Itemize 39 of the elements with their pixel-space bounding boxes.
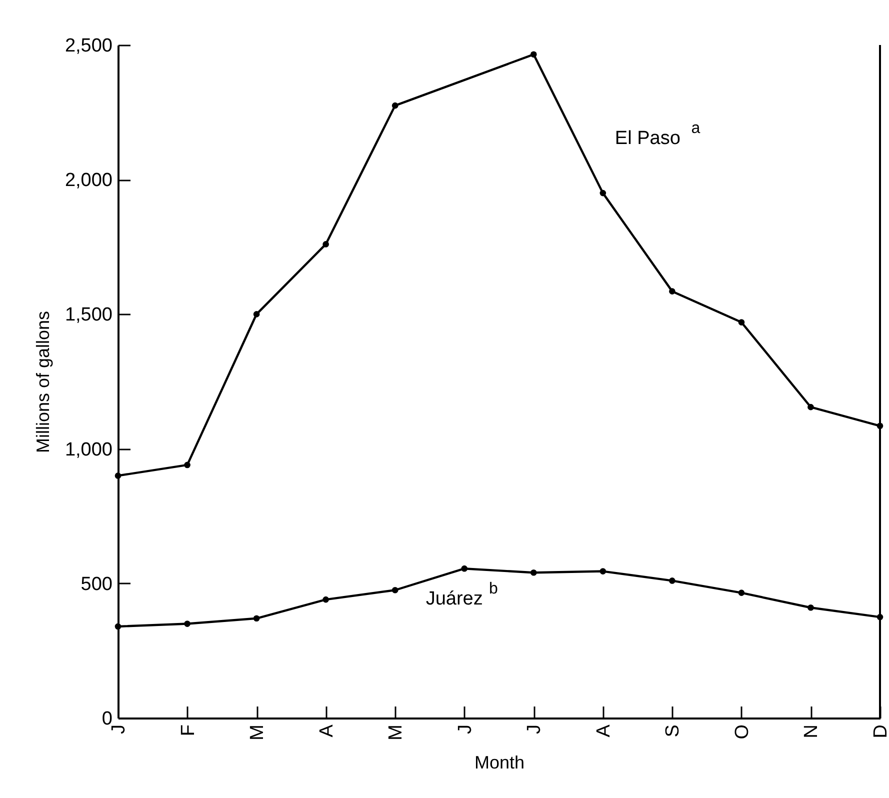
point <box>253 615 260 622</box>
point <box>392 586 398 594</box>
point <box>322 596 329 603</box>
point <box>669 578 676 584</box>
x-tick-label: M <box>247 724 268 740</box>
x-tick-label: D <box>870 724 889 738</box>
y-tick-label: 2,500 <box>64 36 112 56</box>
point <box>461 565 468 572</box>
x-tick-label: A <box>593 724 614 738</box>
x-tick-label: O <box>732 724 753 740</box>
x-tick-label: N <box>801 724 822 738</box>
x-tick-label: A <box>316 724 338 738</box>
x-tick-label: M <box>386 724 407 740</box>
point <box>322 241 329 248</box>
y-tick-label: 1,000 <box>64 439 112 460</box>
y-tick-label: 500 <box>80 574 112 595</box>
point <box>600 190 606 196</box>
point <box>184 620 190 627</box>
point <box>184 462 190 468</box>
y-axis-title: Millions of gallons <box>32 310 53 454</box>
point <box>738 590 745 596</box>
point <box>114 623 122 630</box>
x-tick-label: J <box>454 724 476 734</box>
point <box>808 604 814 611</box>
point <box>530 569 537 576</box>
y-tick-label: 1,500 <box>64 304 112 326</box>
x-axis-title: Month <box>474 752 525 772</box>
point <box>738 319 745 326</box>
point <box>600 568 606 574</box>
point <box>114 472 122 479</box>
x-tick-label: F <box>178 724 199 736</box>
y-tick-label: 2,000 <box>64 170 112 192</box>
x-tick-label: S <box>662 724 684 738</box>
point <box>669 288 676 294</box>
x-tick-label: J <box>524 724 546 734</box>
point <box>530 51 537 58</box>
point <box>808 404 814 410</box>
point <box>253 311 260 318</box>
point <box>392 102 398 109</box>
